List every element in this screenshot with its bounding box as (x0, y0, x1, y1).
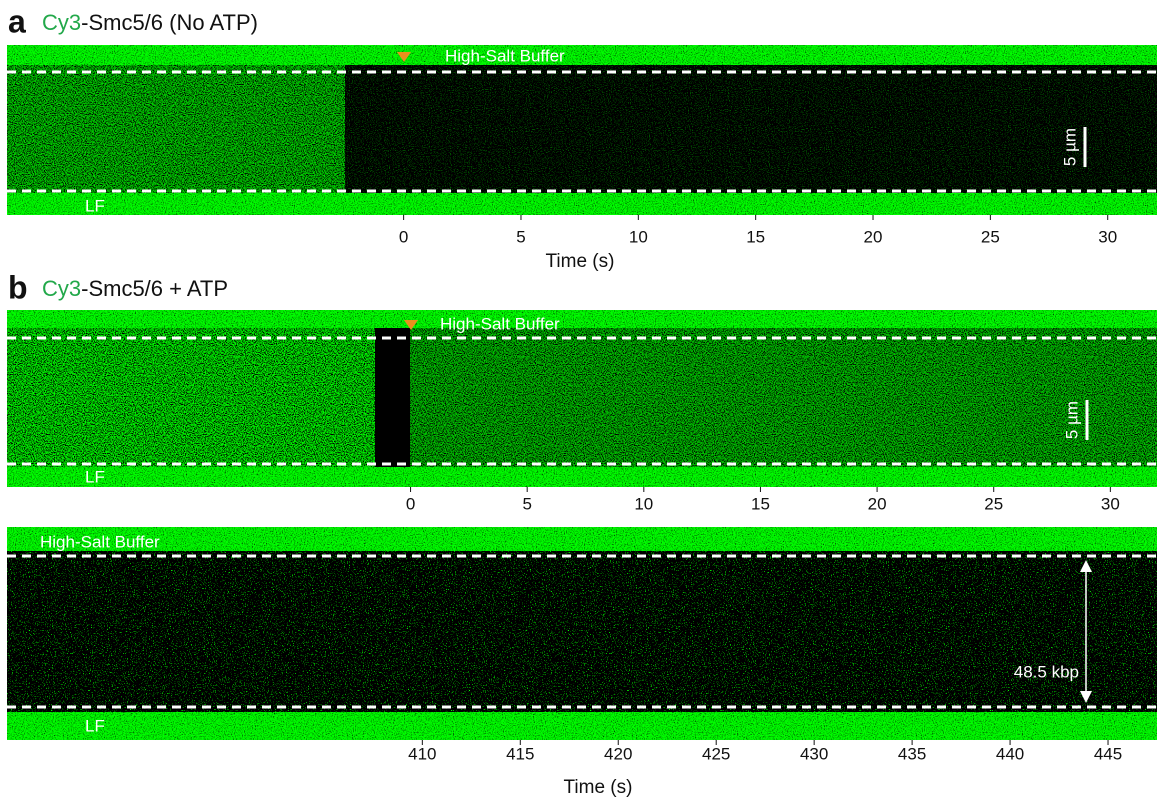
kymo-top-band (7, 45, 1157, 65)
kymo-bound-region (7, 328, 375, 467)
x-tick-label: 25 (981, 227, 1000, 246)
kymograph-panel: a Cy3-Smc5/6 (No ATP) High-Salt Buffer LF 5 … (7, 3, 1157, 272)
x-tick-label: 15 (751, 494, 770, 513)
kymo-bottom-band (7, 193, 1157, 215)
x-axis-title: Time (s) (564, 777, 633, 798)
kymo-top-band (7, 310, 1157, 328)
kymo-bound-region (7, 65, 345, 193)
x-tick-label: 440 (996, 744, 1024, 763)
kymo-region (7, 551, 1157, 712)
x-tick-label: 0 (399, 227, 408, 246)
scale-bar-label: 5 µm (1062, 401, 1081, 439)
x-tick-label: 15 (746, 227, 765, 246)
x-tick-label: 410 (408, 744, 436, 763)
x-tick-label: 425 (702, 744, 730, 763)
panel-title: Cy3-Smc5/6 + ATP (42, 276, 228, 301)
distance-label: 48.5 kbp (1014, 662, 1079, 681)
x-tick-label: 430 (800, 744, 828, 763)
buffer-label: High-Salt Buffer (440, 314, 560, 333)
x-tick-label: 435 (898, 744, 926, 763)
kymo-bottom-band (7, 712, 1157, 740)
x-tick-label: 445 (1094, 744, 1122, 763)
x-tick-label: 30 (1098, 227, 1117, 246)
title-protein: -Smc5/6 + ATP (81, 276, 228, 301)
title-dye: Cy3 (42, 10, 81, 35)
buffer-label: High-Salt Buffer (40, 532, 160, 551)
x-tick-label: 5 (516, 227, 525, 246)
x-axis-title: Time (s) (546, 251, 615, 272)
buffer-marker (397, 52, 411, 62)
flow-label: LF (85, 716, 105, 735)
kymo-top-band (7, 527, 1157, 551)
x-tick-label: 20 (868, 494, 887, 513)
flow-label: LF (85, 467, 105, 486)
title-protein: -Smc5/6 (No ATP) (81, 10, 258, 35)
title-dye: Cy3 (42, 276, 81, 301)
x-tick-label: 10 (634, 494, 653, 513)
panel-letter: b (8, 269, 28, 305)
kymograph-panel: High-Salt Buffer LF 48.5 kbp 410 415 420 425 43… (7, 527, 1157, 798)
x-tick-label: 415 (506, 744, 534, 763)
scale-bar-label: 5 µm (1060, 128, 1079, 166)
x-tick-label: 0 (406, 494, 415, 513)
x-tick-label: 30 (1101, 494, 1120, 513)
x-tick-label: 5 (522, 494, 531, 513)
panel-letter: a (8, 3, 26, 39)
x-tick-label: 420 (604, 744, 632, 763)
buffer-label: High-Salt Buffer (445, 46, 565, 65)
x-tick-label: 25 (984, 494, 1003, 513)
buffer-marker (404, 320, 418, 330)
kymograph-panel: b Cy3-Smc5/6 + ATP High-Salt Buffer LF 5 µm 0… (7, 269, 1157, 513)
kymo-buffer-region (410, 328, 1157, 467)
panel-title: Cy3-Smc5/6 (No ATP) (42, 10, 258, 35)
kymo-bottom-band (7, 467, 1157, 487)
flow-label: LF (85, 196, 105, 215)
kymo-buffer-region (345, 65, 1157, 193)
x-tick-label: 20 (864, 227, 883, 246)
x-tick-label: 10 (629, 227, 648, 246)
